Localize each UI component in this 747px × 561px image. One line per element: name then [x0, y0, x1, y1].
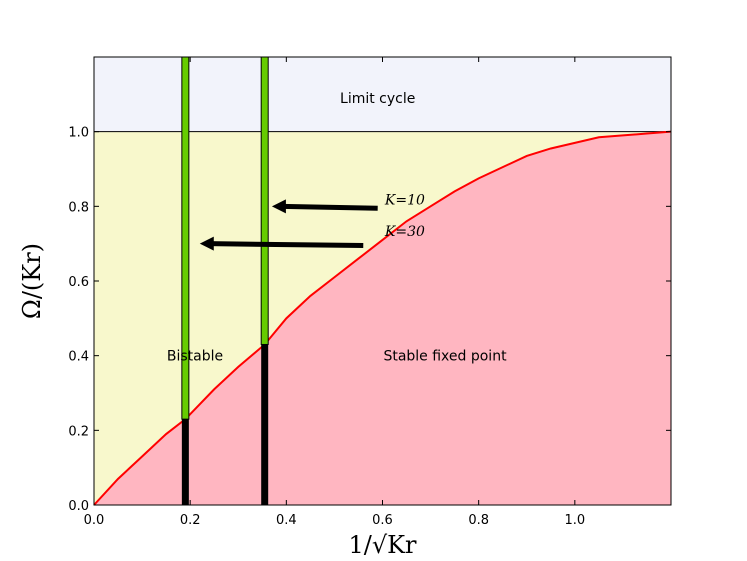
- region-label-1: Bistable: [167, 349, 223, 365]
- limit-cycle-region: [94, 57, 671, 132]
- black-marker-1: [261, 344, 269, 505]
- y-tick-label: 0.6: [68, 275, 89, 290]
- region-label-0: Limit cycle: [340, 91, 415, 107]
- y-tick-label: 0.2: [68, 424, 89, 439]
- x-tick-label: 1.0: [564, 513, 585, 528]
- arrow-label-0: K=10: [384, 192, 425, 208]
- plot-area: [93, 57, 672, 506]
- plot-frame: [93, 56, 672, 506]
- x-tick-label: 0.6: [372, 513, 393, 528]
- y-axis-label: Ω/(Kr): [18, 243, 46, 319]
- ticks: 0.0 0.2 0.4 0.6 0.8 1.0 0.0 0.2 0.4 0.6 0.8 1.0: [68, 57, 671, 528]
- y-tick-label: 0.8: [68, 200, 89, 215]
- arrow-shaft-1: [209, 241, 364, 249]
- x-tick-label: 0.8: [468, 513, 489, 528]
- x-tick-label: 0.2: [180, 513, 201, 528]
- arrow-head-0: [271, 199, 286, 214]
- x-tick-label: 0.0: [84, 513, 105, 528]
- x-tick-label: 0.4: [276, 513, 297, 528]
- region-label-2: Stable fixed point: [383, 349, 507, 365]
- y-tick-label: 0.0: [68, 499, 89, 514]
- stable-region: [94, 131, 671, 505]
- arrows: K=10 K=30: [199, 192, 425, 251]
- black-marker-0: [181, 419, 189, 505]
- y-tick-label: 1.0: [68, 126, 89, 141]
- bistable-region: [94, 131, 671, 505]
- arrow-label-1: K=30: [384, 224, 425, 240]
- green-marker-1: [260, 56, 269, 345]
- arrow-shaft-0: [281, 203, 378, 211]
- region-labels: Limit cycle Bistable Stable fixed point: [167, 91, 507, 365]
- arrow-head-1: [199, 236, 214, 251]
- green-marker-0: [181, 56, 190, 420]
- y-tick-label: 0.4: [68, 350, 89, 365]
- x-axis-label: 1/√Kr: [348, 531, 417, 559]
